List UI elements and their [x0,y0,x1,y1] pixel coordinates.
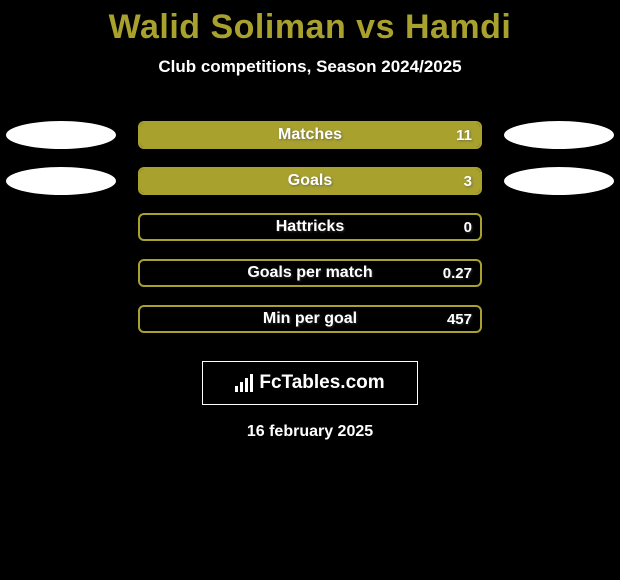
page-title: Walid Soliman vs Hamdi [0,0,620,47]
player-right-bubble [504,121,614,149]
stat-row: Min per goal457 [0,297,620,343]
stats-card: Walid Soliman vs Hamdi Club competitions… [0,0,620,580]
subtitle: Club competitions, Season 2024/2025 [0,57,620,77]
stat-row: Goals per match0.27 [0,251,620,297]
stat-bar [138,121,482,149]
stat-bar [138,305,482,333]
brand-badge: FcTables.com [202,361,418,405]
stat-rows: Matches11Goals3Hattricks0Goals per match… [0,113,620,343]
player-right-bubble [504,167,614,195]
stat-bar [138,259,482,287]
stat-bar-fill [140,169,480,193]
chart-icon [235,374,253,392]
brand-text: FcTables.com [259,372,384,394]
stat-bar-fill [140,123,480,147]
player-left-bubble [6,121,116,149]
stat-bar [138,213,482,241]
stat-row: Goals3 [0,159,620,205]
stat-row: Matches11 [0,113,620,159]
stat-row: Hattricks0 [0,205,620,251]
stat-bar [138,167,482,195]
footer-date: 16 february 2025 [0,423,620,441]
player-left-bubble [6,167,116,195]
